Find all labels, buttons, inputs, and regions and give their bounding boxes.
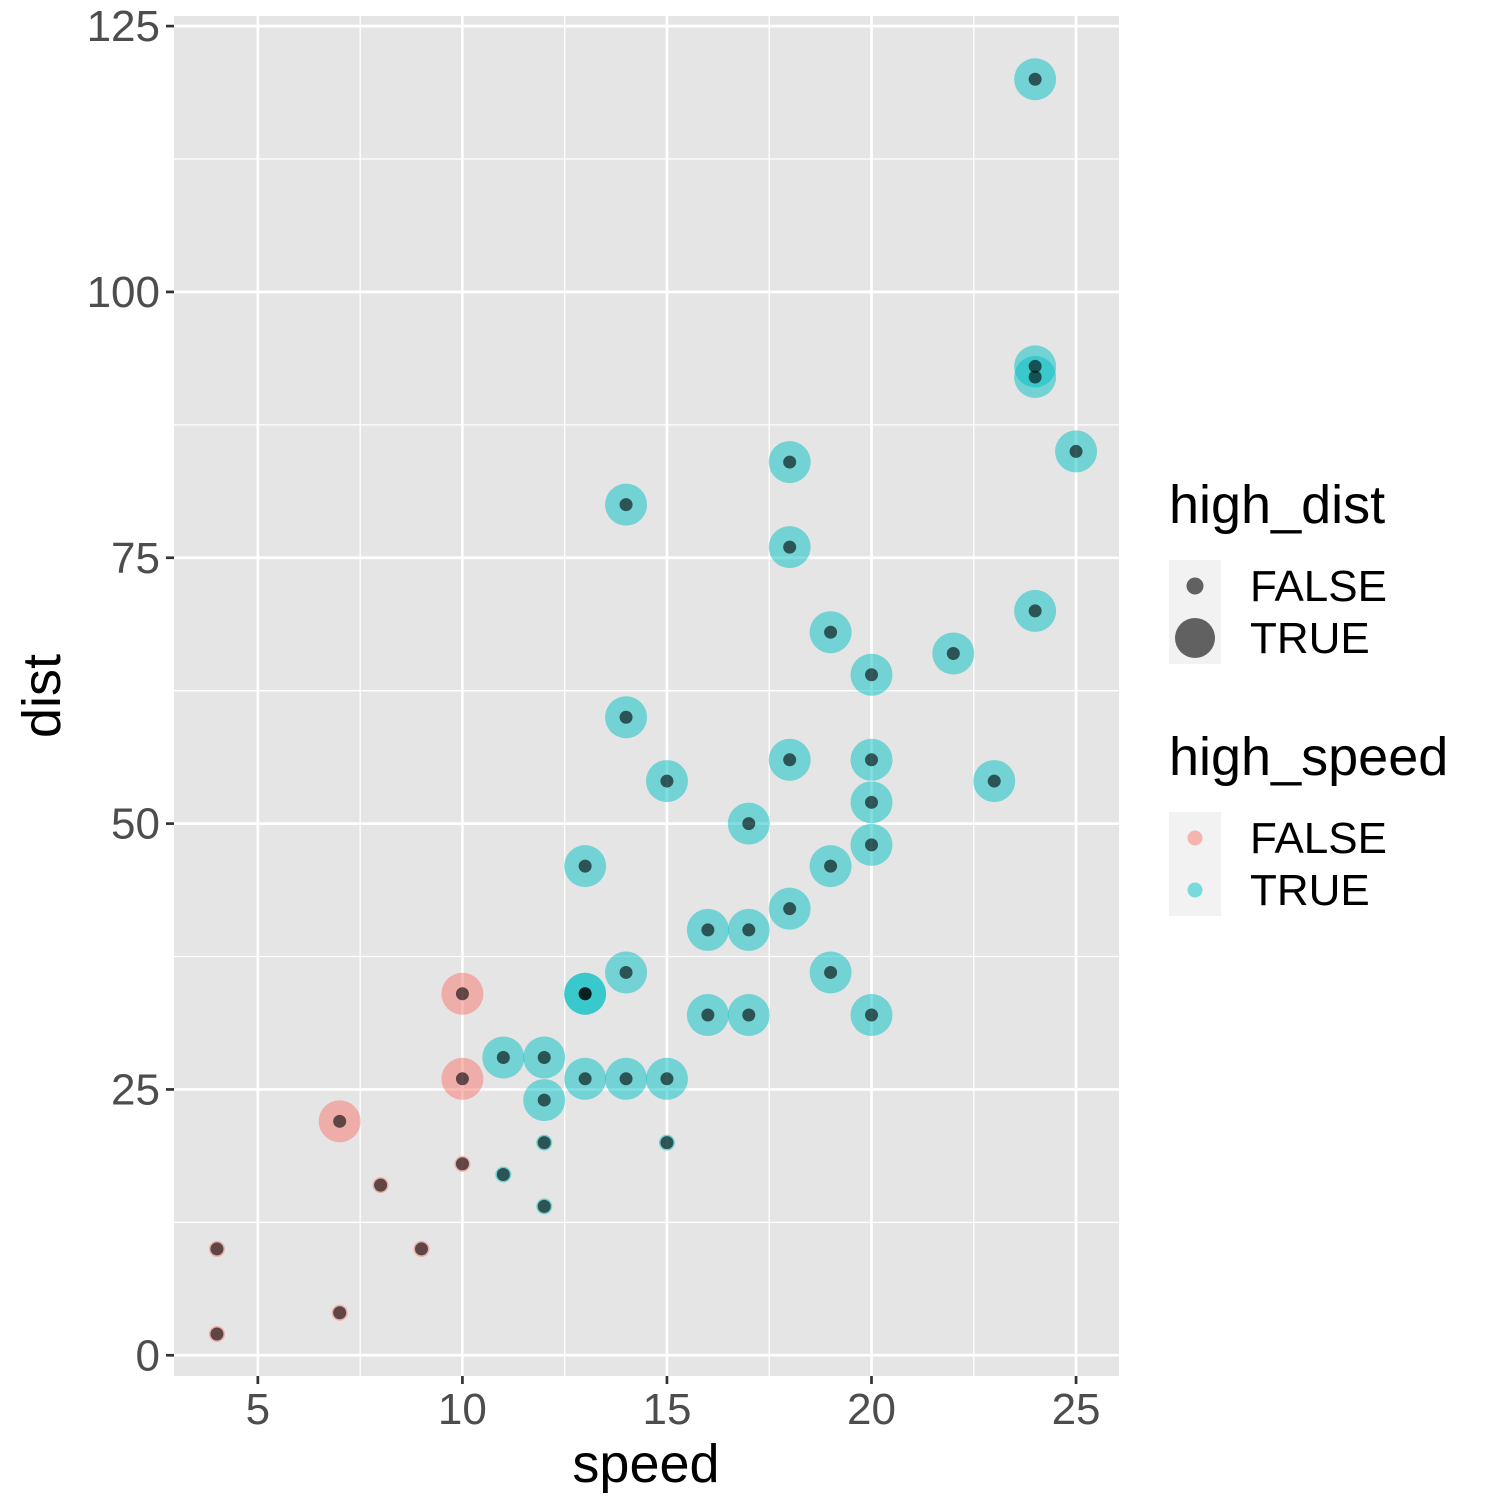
data-point-overlay bbox=[537, 1199, 551, 1213]
y-axis: 0 25 50 75 100 125 bbox=[87, 2, 174, 1380]
data-point-overlay bbox=[496, 1051, 510, 1065]
legend-high-dist-label-true: TRUE bbox=[1250, 614, 1370, 663]
data-point-overlay bbox=[865, 668, 878, 682]
x-tick-label: 10 bbox=[438, 1385, 487, 1434]
x-tick-label: 25 bbox=[1052, 1385, 1101, 1434]
data-point-overlay bbox=[783, 753, 797, 767]
data-point-overlay bbox=[415, 1242, 428, 1256]
data-point-overlay bbox=[455, 1157, 469, 1171]
data-point-overlay bbox=[865, 753, 878, 767]
data-point-overlay bbox=[1028, 72, 1042, 86]
data-point-overlay bbox=[619, 710, 633, 724]
major-gridlines bbox=[174, 16, 1119, 1376]
data-point-overlay bbox=[742, 923, 756, 937]
data-point-overlay bbox=[537, 1051, 551, 1065]
data-point-overlay bbox=[619, 1072, 633, 1086]
y-tick-label: 0 bbox=[136, 1331, 160, 1380]
data-point-overlay bbox=[578, 1072, 592, 1086]
data-point-overlay bbox=[824, 859, 838, 873]
data-point-overlay bbox=[824, 625, 838, 639]
data-point-overlay bbox=[333, 1114, 347, 1128]
y-tick-label: 75 bbox=[111, 534, 160, 583]
data-point-overlay bbox=[660, 774, 674, 788]
data-point-overlay bbox=[742, 817, 756, 831]
legend-high-dist-title: high_dist bbox=[1169, 475, 1385, 535]
data-point-overlay bbox=[783, 540, 797, 554]
legend-high-speed-title: high_speed bbox=[1169, 727, 1448, 787]
x-axis: 5 10 15 20 25 bbox=[246, 1376, 1101, 1434]
legend-size-key-true bbox=[1175, 618, 1215, 658]
data-point-overlay bbox=[865, 1008, 878, 1022]
x-tick-label: 15 bbox=[642, 1385, 691, 1434]
legend-size-key-false bbox=[1186, 577, 1204, 595]
data-point-overlay bbox=[619, 965, 633, 979]
y-axis-title: dist bbox=[12, 654, 72, 738]
data-point-overlay bbox=[783, 902, 797, 916]
data-point-overlay bbox=[824, 965, 838, 979]
legend-high-speed: high_speed FALSE TRUE bbox=[1169, 727, 1448, 916]
overlay-points-layer bbox=[210, 72, 1083, 1341]
legend-high-speed-label-true: TRUE bbox=[1250, 866, 1370, 915]
data-point-overlay bbox=[660, 1072, 674, 1086]
data-point-overlay bbox=[210, 1242, 224, 1256]
data-point-overlay bbox=[1028, 370, 1042, 384]
x-tick-label: 20 bbox=[847, 1385, 896, 1434]
legend-high-speed-label-false: FALSE bbox=[1250, 814, 1387, 863]
data-point-overlay bbox=[333, 1306, 347, 1320]
y-tick-label: 125 bbox=[87, 2, 160, 51]
y-tick-label: 25 bbox=[111, 1065, 160, 1114]
y-tick-label: 50 bbox=[111, 800, 160, 849]
data-point-overlay bbox=[742, 1008, 756, 1022]
legend-high-dist-label-false: FALSE bbox=[1250, 562, 1387, 611]
plot-panel bbox=[174, 16, 1119, 1376]
data-point-overlay bbox=[865, 838, 878, 852]
data-point-overlay bbox=[578, 859, 592, 873]
data-point-overlay bbox=[946, 646, 960, 660]
data-point-overlay bbox=[537, 1093, 551, 1107]
data-point-overlay bbox=[865, 795, 878, 809]
data-point-overlay bbox=[619, 498, 633, 512]
minor-gridlines bbox=[174, 16, 1119, 1376]
data-point-overlay bbox=[783, 455, 797, 469]
data-point-overlay bbox=[455, 1072, 469, 1086]
data-point-overlay bbox=[374, 1178, 388, 1192]
data-point-overlay bbox=[578, 987, 592, 1001]
y-tick-label: 100 bbox=[87, 268, 160, 317]
data-point-overlay bbox=[210, 1327, 224, 1341]
data-point-overlay bbox=[496, 1167, 510, 1181]
data-point-overlay bbox=[660, 1136, 674, 1150]
data-point-overlay bbox=[1028, 604, 1042, 618]
data-point-overlay bbox=[701, 923, 715, 937]
data-point-overlay bbox=[701, 1008, 715, 1022]
data-point-overlay bbox=[987, 774, 1001, 788]
legend-high-dist: high_dist FALSE TRUE bbox=[1169, 475, 1387, 664]
data-point-overlay bbox=[1069, 444, 1083, 458]
x-tick-label: 5 bbox=[246, 1385, 270, 1434]
data-point-overlay bbox=[537, 1136, 551, 1150]
legend-color-key-false bbox=[1187, 830, 1203, 846]
x-axis-title: speed bbox=[572, 1434, 719, 1494]
data-point-overlay bbox=[1028, 359, 1042, 373]
legend-color-key-true bbox=[1187, 882, 1203, 898]
data-point-overlay bbox=[455, 987, 469, 1001]
